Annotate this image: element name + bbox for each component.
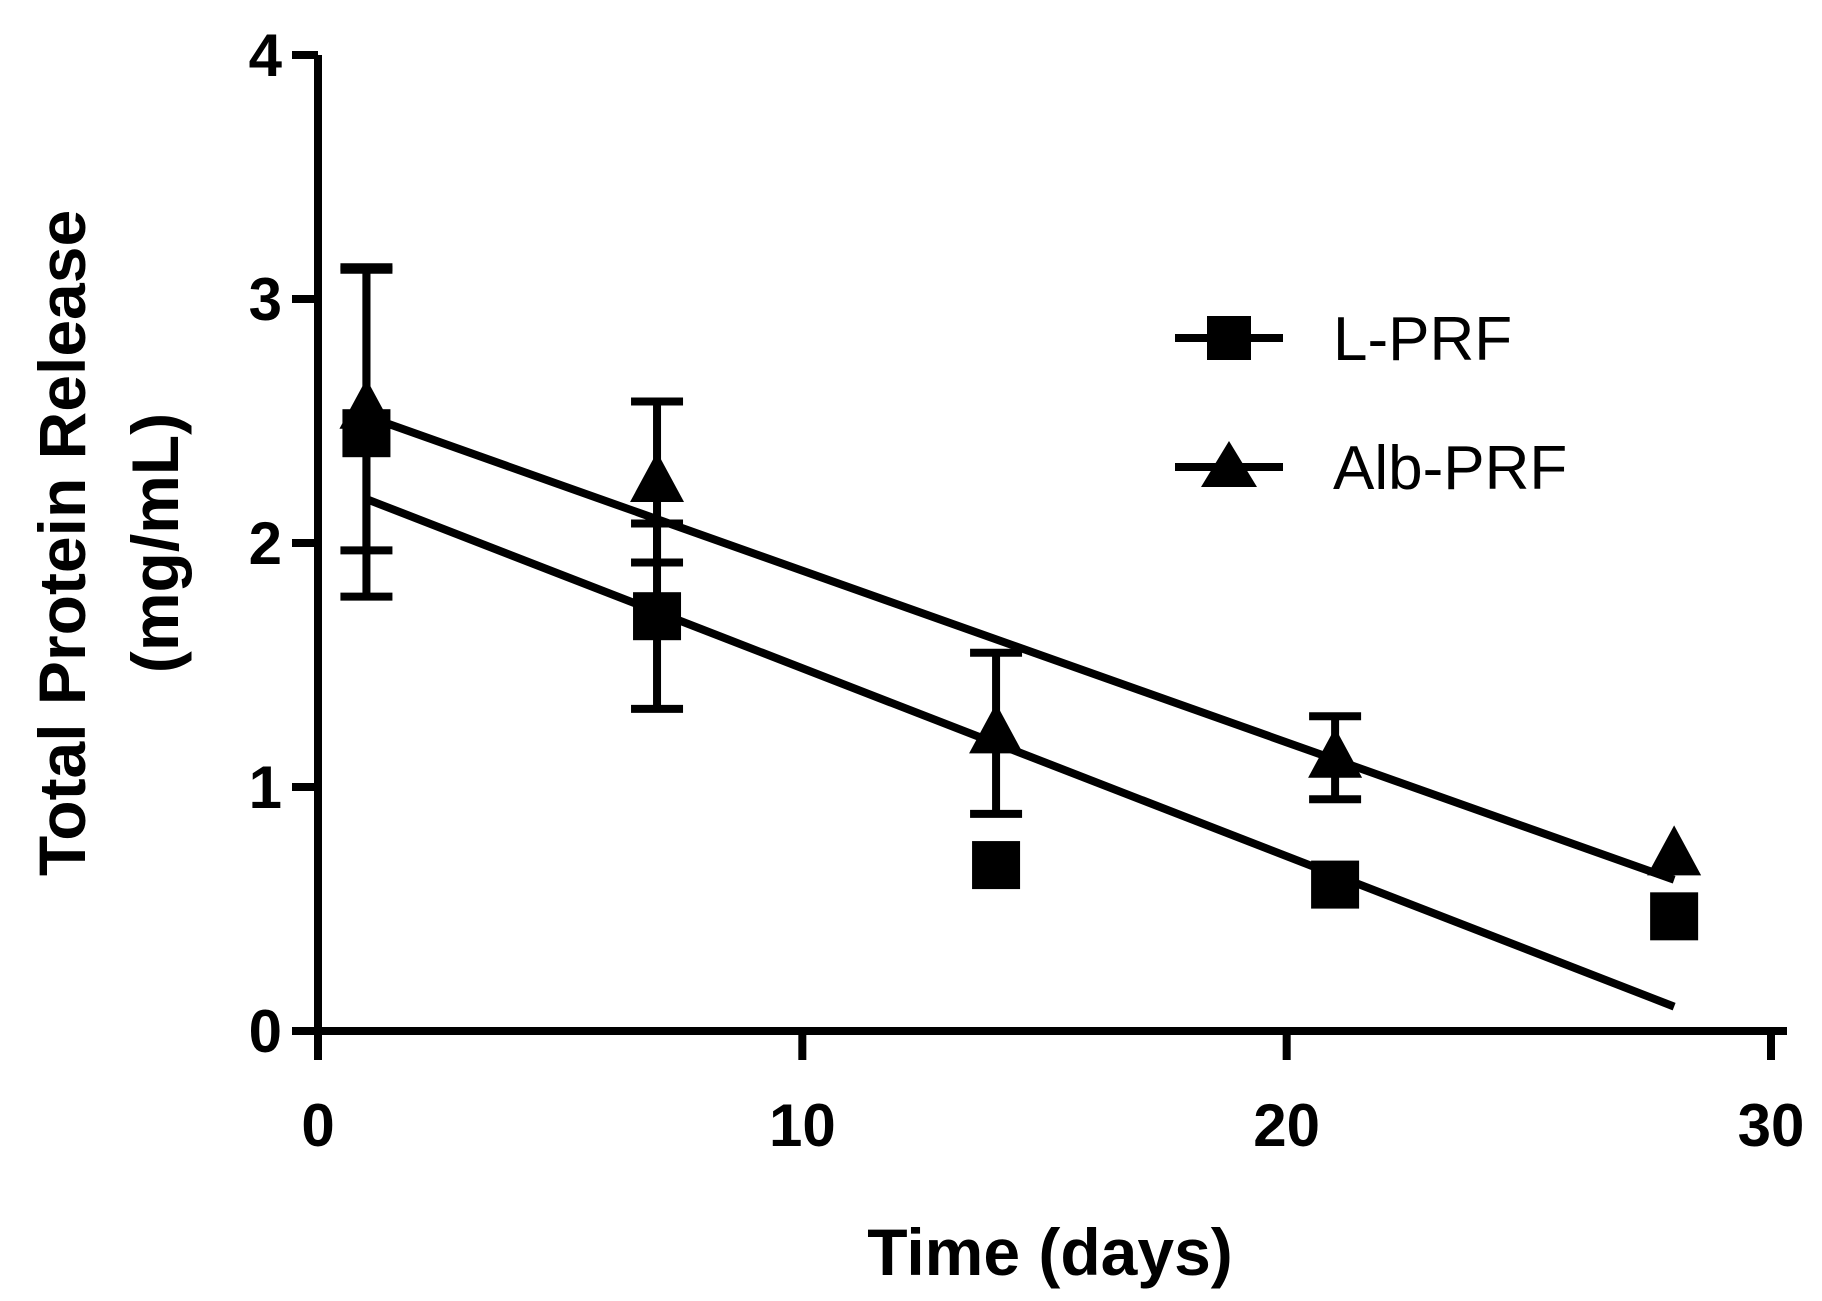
legend-label-l-prf: L-PRF (1333, 305, 1512, 374)
x-tick-label: 20 (1253, 1092, 1320, 1159)
legend-square-marker (1207, 316, 1251, 360)
point-alb-prf (1647, 825, 1702, 876)
fit-lines (364, 412, 1676, 1011)
legend: L-PRF Alb-PRF (1175, 305, 1567, 503)
legend-item-alb-prf: Alb-PRF (1175, 434, 1567, 503)
y-axis-title-line-1: Total Protein Release (25, 210, 99, 876)
legend-triangle-marker (1201, 441, 1257, 487)
point-alb-prf (339, 378, 394, 429)
fit-line-alb-prf (365, 412, 1676, 884)
y-tick-label: 3 (249, 266, 282, 333)
point-alb-prf (969, 703, 1024, 754)
data-points (339, 378, 1702, 941)
x-axis-title: Time (days) (867, 1215, 1233, 1289)
point-alb-prf (630, 452, 685, 502)
x-tick-label: 10 (769, 1092, 836, 1159)
point-l-prf (633, 592, 682, 641)
y-tick-label: 1 (249, 754, 282, 821)
tick-labels: 0 1 2 3 4 0 10 20 30 (249, 22, 1805, 1159)
x-tick-label: 30 (1738, 1092, 1805, 1159)
ticks (292, 51, 1775, 1060)
y-axis-title-line-2: (mg/mL) (118, 413, 192, 673)
axes (314, 55, 1787, 1035)
point-l-prf (1650, 892, 1699, 941)
point-l-prf (1311, 860, 1360, 909)
y-tick-label: 2 (249, 510, 282, 577)
x-tick-label: 0 (301, 1092, 334, 1159)
y-tick-label: 0 (249, 998, 282, 1065)
y-tick-label: 4 (249, 22, 283, 89)
point-l-prf (972, 841, 1021, 890)
legend-label-alb-prf: Alb-PRF (1333, 434, 1567, 503)
point-alb-prf (1308, 727, 1363, 778)
legend-item-l-prf: L-PRF (1175, 305, 1512, 374)
